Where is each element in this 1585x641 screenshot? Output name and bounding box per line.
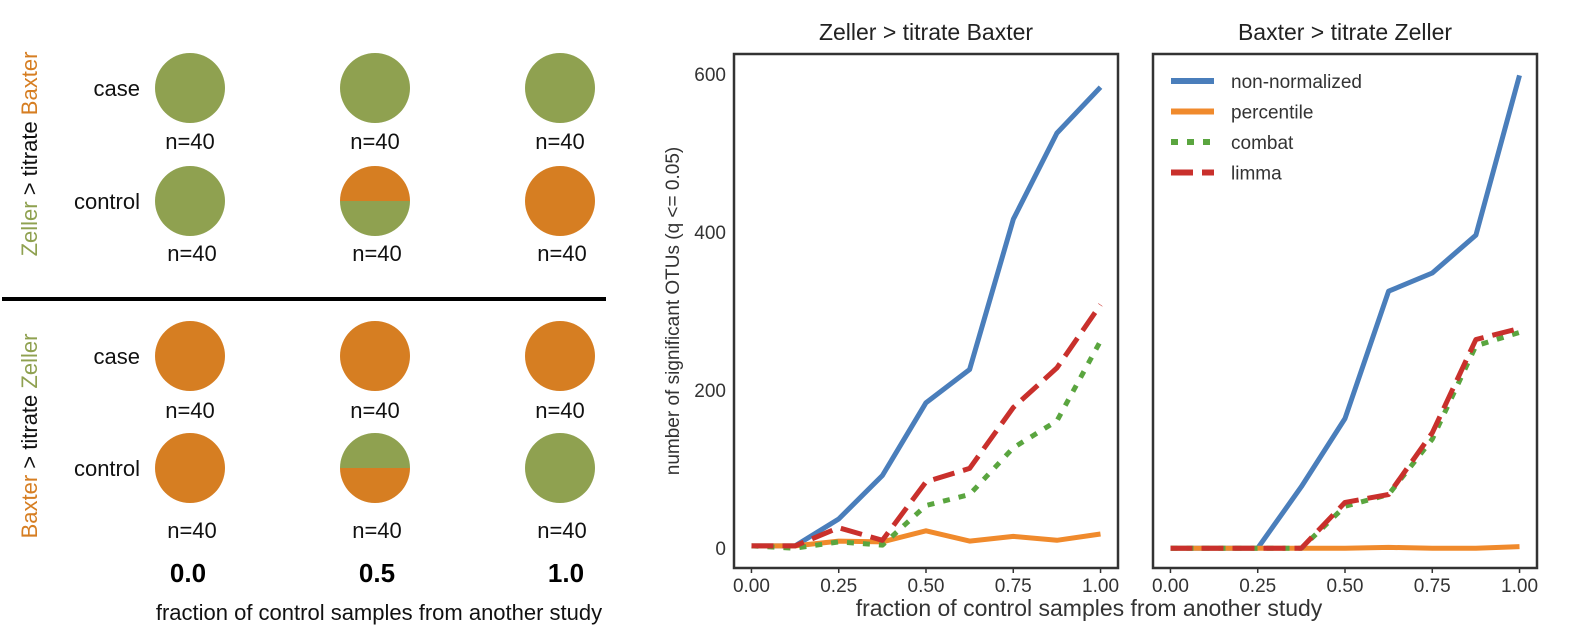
series-line-limma [1170, 325, 1521, 551]
sample-count: n=40 [535, 129, 585, 154]
y-tick-label: 600 [694, 65, 726, 86]
sample-count: n=40 [352, 518, 402, 543]
circle-bottom-half [340, 201, 410, 236]
sample-circle [340, 433, 410, 503]
series-line-percentile [1170, 544, 1520, 551]
y-tick-label: 0 [715, 539, 726, 560]
legend-label-limma: limma [1231, 164, 1282, 185]
series-line-percentile [751, 528, 1101, 549]
chart-title: Zeller > titrate Baxter [819, 19, 1033, 45]
group-title-part: Zeller [17, 334, 42, 389]
series-group [751, 85, 1103, 551]
group-title: Zeller > titrate Baxter [17, 52, 42, 257]
sample-circle [525, 321, 595, 391]
group-title-part: > titrate [17, 389, 42, 475]
row-label-case: case [94, 344, 140, 369]
circle-fill [155, 53, 225, 123]
sample-count: n=40 [167, 518, 217, 543]
circle-fill [525, 321, 595, 391]
x-tick-label: 1.00 [1082, 576, 1119, 597]
group-title-part: Baxter [17, 475, 42, 539]
sample-circle [155, 53, 225, 123]
y-axis-label: number of significant OTUs (q <= 0.05) [663, 147, 684, 475]
sample-count: n=40 [165, 398, 215, 423]
circle-fill [155, 433, 225, 503]
row-label-control: control [74, 456, 140, 481]
legend-label-percentile: percentile [1231, 103, 1313, 124]
row-label-case: case [94, 76, 140, 101]
x-tick-label: 0.00 [733, 576, 770, 597]
series-line-combat [751, 339, 1103, 551]
schematic-group-2: Baxter > titrate Zeller case n=40 n=40 n=40 c… [17, 321, 595, 543]
x-tick-label: 0.50 [908, 576, 945, 597]
series-line-non-normalized [1170, 74, 1522, 551]
sample-circle [155, 321, 225, 391]
sample-circle [525, 433, 595, 503]
plot-frame [1151, 52, 1539, 570]
sample-count: n=40 [167, 241, 217, 266]
legend-label-combat: combat [1231, 133, 1294, 154]
sample-count: n=40 [537, 518, 587, 543]
sample-circle [525, 166, 595, 236]
circle-fill [340, 321, 410, 391]
y-tick-label: 200 [694, 381, 726, 402]
circle-fill [525, 166, 595, 236]
shared-x-axis-label: fraction of control samples from another… [856, 595, 1323, 621]
sample-circle [340, 166, 410, 236]
sample-count: n=40 [350, 129, 400, 154]
x-tick-label: 0.50 [1327, 576, 1364, 597]
series-line-combat [1170, 330, 1521, 551]
sample-circle [340, 53, 410, 123]
chart-title: Baxter > titrate Zeller [1238, 19, 1452, 45]
sample-count: n=40 [165, 129, 215, 154]
circle-fill [525, 53, 595, 123]
series-group [1170, 74, 1522, 551]
schematic-panel: Zeller > titrate Baxter case n=40 n=40 n=40 c… [2, 52, 606, 625]
circle-top-half [340, 433, 410, 468]
circle-fill [340, 53, 410, 123]
row-label-control: control [74, 189, 140, 214]
sample-circle [155, 433, 225, 503]
circle-fill [155, 321, 225, 391]
circle-fill [525, 433, 595, 503]
x-tick-label: 0.25 [1239, 576, 1276, 597]
group-title: Baxter > titrate Zeller [17, 334, 42, 539]
group-title-part: Baxter [17, 52, 42, 116]
sample-count: n=40 [535, 398, 585, 423]
schematic-xlabel: fraction of control samples from another… [156, 600, 602, 625]
sample-count: n=40 [350, 398, 400, 423]
schematic-group-1: Zeller > titrate Baxter case n=40 n=40 n=40 c… [17, 52, 595, 266]
column-label: 0.0 [170, 558, 206, 588]
sample-circle [155, 166, 225, 236]
chart-panel-2: Baxter > titrate Zeller 0.00 0.25 0.50 0.75 1… [1151, 19, 1539, 597]
column-label: 1.0 [548, 558, 584, 588]
y-tick-label: 400 [694, 223, 726, 244]
legend-label-non-normalized: non-normalized [1231, 72, 1362, 93]
sample-circle [340, 321, 410, 391]
x-tick-label: 1.00 [1501, 576, 1538, 597]
x-tick-label: 0.75 [995, 576, 1032, 597]
chart-panel-1: Zeller > titrate Baxter 0.00 0.25 0.50 0.75 1… [663, 19, 1120, 597]
sample-count: n=40 [537, 241, 587, 266]
sample-circle [525, 53, 595, 123]
x-tick-label: 0.00 [1152, 576, 1189, 597]
circle-top-half [340, 166, 410, 201]
chart-legend: non-normalized percentile combat limma [1171, 72, 1362, 185]
x-tick-label: 0.25 [820, 576, 857, 597]
series-line-non-normalized [751, 85, 1103, 549]
circle-bottom-half [340, 468, 410, 503]
column-label: 0.5 [359, 558, 395, 588]
circle-fill [155, 166, 225, 236]
group-title-part: Zeller [17, 201, 42, 256]
group-title-part: > titrate [17, 115, 42, 201]
sample-count: n=40 [352, 241, 402, 266]
x-tick-label: 0.75 [1414, 576, 1451, 597]
